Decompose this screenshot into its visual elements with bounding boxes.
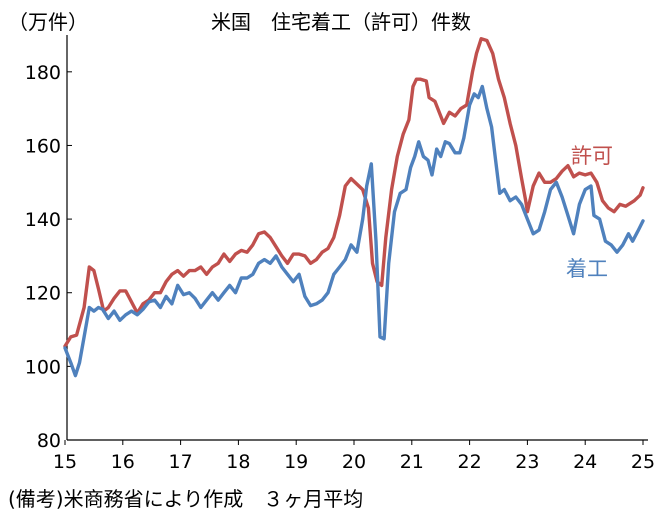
x-tick-label: 17 [169,451,193,473]
series-lines [63,37,645,378]
x-tick-label: 24 [573,451,597,473]
x-tick-label: 19 [284,451,308,473]
series-label: 許可 [571,144,613,168]
x-tick-label: 23 [515,451,539,473]
chart-title: 米国 住宅着工（許可）件数 [211,10,471,34]
x-tick-label: 25 [631,451,655,473]
x-tick-label: 22 [458,451,482,473]
axes: 80 100 120 140 160 180 15 16 17 18 19 20 21 22 23 24 25 [25,35,655,473]
x-tick-label: 18 [226,451,250,473]
series-line-permits [63,37,645,348]
series-label: 着工 [566,257,608,281]
y-tick-label: 160 [25,135,61,157]
x-tick-label: 20 [342,451,366,473]
y-tick-label: 100 [25,356,61,378]
y-axis-unit-label: （万件） [8,10,88,34]
source-note: (備考)米商務省により作成 ３ヶ月平均 [8,487,364,511]
series-line-starts [63,84,645,378]
y-tick-label: 120 [25,283,61,305]
x-tick-label: 16 [111,451,135,473]
y-tick-label: 80 [37,430,61,452]
x-tick-label: 21 [400,451,424,473]
x-tick-label: 15 [53,451,77,473]
y-tick-label: 180 [25,62,61,84]
y-tick-label: 140 [25,209,61,231]
